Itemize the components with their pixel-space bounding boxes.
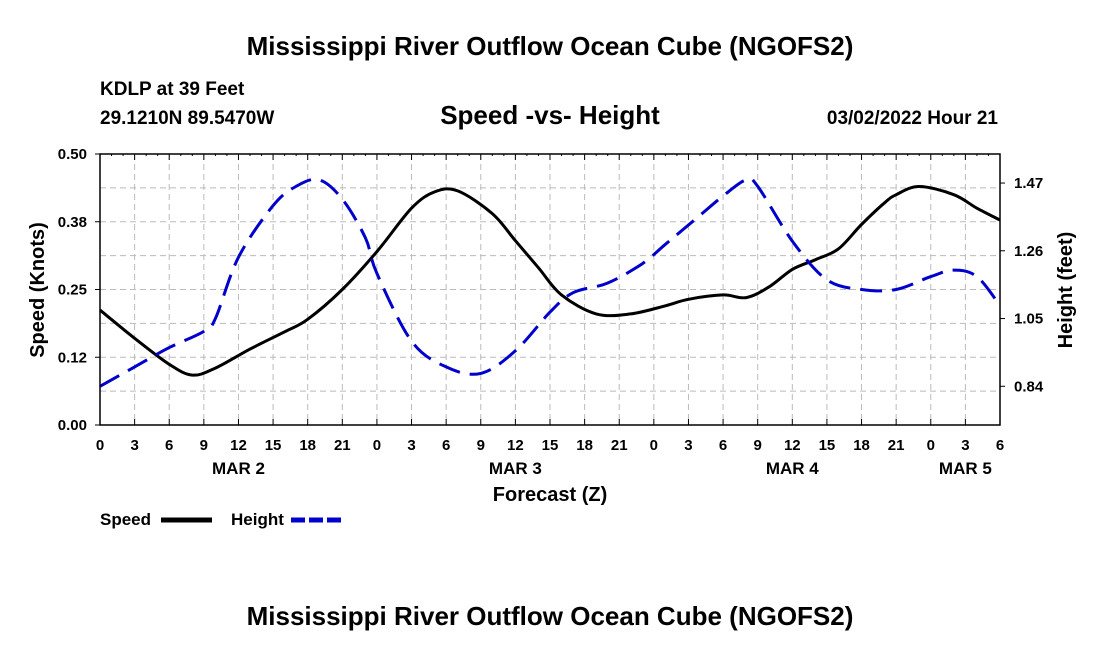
x-tick-label: 6 — [442, 437, 450, 454]
x-tick-label: 6 — [719, 437, 727, 454]
x-tick-label: 15 — [265, 437, 282, 454]
y-tick-label-left: 0.38 — [58, 214, 87, 231]
series-line-speed — [99, 185, 1001, 377]
series-line-height — [99, 176, 1002, 388]
x-tick-label: 3 — [684, 437, 692, 454]
x-tick-label: 18 — [853, 437, 870, 454]
x-tick-label: 12 — [784, 437, 801, 454]
chart-subtitle: Speed -vs- Height — [440, 100, 660, 130]
y-tick-label-left: 0.50 — [58, 146, 87, 163]
day-label: MAR 3 — [489, 459, 542, 478]
y-tick-label-right: 1.47 — [1014, 175, 1043, 192]
day-label: MAR 4 — [766, 459, 819, 478]
y-tick-label-right: 1.05 — [1014, 311, 1043, 328]
x-tick-label: 3 — [407, 437, 415, 454]
legend: Speed Height — [100, 510, 342, 529]
x-tick-label: 21 — [611, 437, 628, 454]
y-axis-label-right: Height (feet) — [1055, 232, 1077, 349]
x-tick-label: 3 — [130, 437, 138, 454]
x-tick-label: 15 — [819, 437, 836, 454]
footer-title: Mississippi River Outflow Ocean Cube (NG… — [247, 601, 854, 631]
series-layer — [99, 176, 1002, 388]
label-layer: 0 3 6 9 12 15 18 21 0 3 6 9 12 15 18 21 0 3 6 9 12 15 18 21 0 3 6 0… — [58, 146, 1044, 478]
day-label: MAR 5 — [939, 459, 992, 478]
y-tick-label-right: 1.26 — [1014, 243, 1043, 260]
y-tick-label-left: 0.25 — [58, 282, 87, 299]
y-axis-label-left: Speed (Knots) — [27, 222, 49, 358]
x-tick-label: 21 — [334, 437, 351, 454]
x-axis-label: Forecast (Z) — [493, 484, 607, 506]
x-tick-label: 6 — [165, 437, 173, 454]
tick-layer — [95, 153, 1005, 426]
x-tick-label: 18 — [576, 437, 593, 454]
x-tick-label: 15 — [542, 437, 559, 454]
y-tick-label-right: 0.84 — [1014, 378, 1044, 395]
legend-label-speed: Speed — [100, 510, 151, 529]
x-tick-label: 9 — [200, 437, 208, 454]
chart-title: Mississippi River Outflow Ocean Cube (NG… — [247, 31, 854, 61]
x-tick-label: 0 — [927, 437, 935, 454]
x-tick-label: 18 — [299, 437, 316, 454]
x-tick-label: 12 — [507, 437, 524, 454]
x-tick-label: 0 — [650, 437, 658, 454]
x-tick-label: 0 — [373, 437, 381, 454]
datetime-label: 03/02/2022 Hour 21 — [827, 108, 999, 129]
location-label: 29.1210N 89.5470W — [100, 108, 274, 129]
x-tick-label: 0 — [96, 437, 104, 454]
day-label: MAR 2 — [212, 459, 265, 478]
x-tick-label: 21 — [888, 437, 905, 454]
x-tick-label: 3 — [961, 437, 969, 454]
y-tick-label-left: 0.12 — [58, 349, 87, 366]
station-label: KDLP at 39 Feet — [100, 79, 245, 100]
x-tick-label: 9 — [754, 437, 762, 454]
y-tick-label-left: 0.00 — [58, 417, 87, 434]
x-tick-label: 9 — [477, 437, 485, 454]
x-tick-label: 12 — [230, 437, 247, 454]
x-tick-label: 6 — [996, 437, 1004, 454]
legend-label-height: Height — [231, 510, 284, 529]
